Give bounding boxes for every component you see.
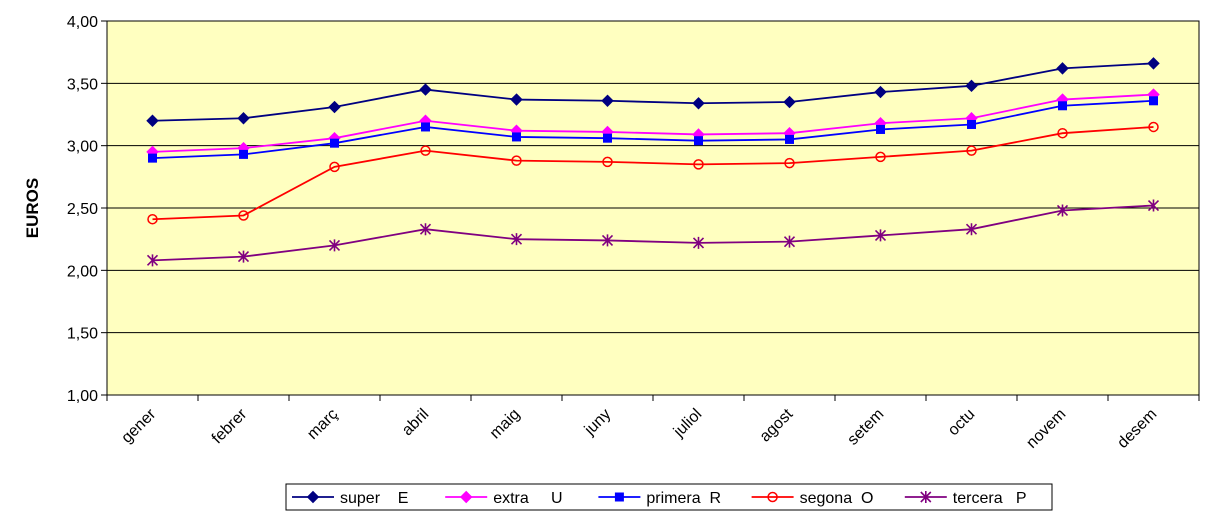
data-point — [784, 157, 795, 169]
data-point — [965, 223, 978, 236]
data-point — [148, 153, 157, 163]
legend-marker — [306, 490, 320, 504]
data-point — [511, 155, 522, 166]
data-point — [602, 156, 613, 168]
y-tick-label: 2,00 — [67, 263, 98, 280]
legend-marker — [614, 492, 624, 502]
data-point — [785, 134, 794, 144]
data-point — [419, 83, 432, 96]
data-point — [1148, 121, 1159, 133]
series-line — [152, 126, 1154, 221]
legend-marker — [459, 490, 473, 504]
x-tick-label: octu — [945, 406, 978, 439]
x-tick-label: març — [304, 406, 341, 443]
data-point — [329, 161, 340, 173]
series-0 — [146, 57, 1160, 127]
data-point — [692, 236, 705, 249]
x-tick-label: febrer — [209, 405, 251, 447]
data-point — [1149, 96, 1158, 106]
data-point — [146, 114, 159, 127]
data-point — [692, 97, 705, 110]
data-point — [147, 213, 158, 225]
data-point — [601, 234, 614, 247]
series-line — [152, 62, 1154, 122]
x-tick-label: juliol — [670, 406, 705, 441]
series-2 — [148, 96, 1158, 163]
data-point — [419, 223, 432, 236]
data-point — [1147, 57, 1160, 70]
x-tick-label: abril — [399, 406, 432, 439]
x-tick-label: agost — [757, 405, 797, 445]
data-point — [330, 138, 339, 148]
x-tick-label: juny — [581, 406, 614, 439]
legend-label: tercera P — [953, 490, 1027, 507]
x-tick-label: gener — [118, 405, 159, 446]
data-point — [1147, 199, 1160, 212]
data-point — [1056, 62, 1069, 75]
data-point — [875, 151, 886, 163]
data-point — [783, 95, 796, 109]
legend-label: super E — [340, 490, 408, 507]
series-layer — [146, 57, 1160, 267]
data-point — [510, 93, 523, 106]
y-axis-title: EUROS — [23, 178, 42, 238]
series-line — [152, 93, 1154, 153]
y-tick-label: 2,50 — [67, 201, 98, 218]
data-point — [238, 210, 249, 221]
data-point — [693, 159, 704, 170]
x-tick-label: novem — [1023, 406, 1069, 452]
legend-label: segona O — [800, 490, 874, 507]
data-point — [967, 119, 976, 129]
data-point — [512, 132, 521, 142]
data-point — [1057, 127, 1068, 139]
data-point — [965, 79, 978, 93]
series-line — [152, 99, 1154, 160]
data-point — [146, 254, 159, 267]
data-point — [876, 124, 885, 134]
legend-marker — [920, 491, 932, 503]
legend: super E extra U primera R segona O tercera P — [285, 483, 1053, 511]
data-point — [966, 145, 977, 156]
x-tick-label: desem — [1114, 406, 1160, 452]
legend-label: extra U — [493, 490, 562, 507]
series-3 — [147, 121, 1159, 225]
data-point — [239, 149, 248, 159]
x-tick-label: setem — [844, 406, 887, 449]
data-point — [328, 239, 341, 252]
y-tick-label: 3,50 — [67, 76, 98, 93]
data-point — [783, 235, 796, 248]
y-tick-label: 1,00 — [67, 388, 98, 405]
data-point — [601, 94, 614, 107]
data-point — [1058, 101, 1067, 111]
data-point — [510, 233, 523, 246]
y-tick-label: 1,50 — [67, 326, 98, 343]
data-point — [874, 229, 887, 242]
gridlines — [107, 82, 1199, 334]
data-point — [420, 145, 431, 156]
y-tick-label: 3,00 — [67, 139, 98, 156]
legend-label: primera R — [646, 490, 721, 507]
series-4 — [146, 199, 1160, 267]
series-line — [152, 204, 1154, 262]
x-tick-label: maig — [487, 406, 524, 443]
legend-marker — [767, 491, 778, 503]
data-point — [421, 122, 430, 132]
data-point — [237, 250, 250, 263]
data-point — [1056, 204, 1069, 217]
data-point — [694, 136, 703, 146]
y-tick-label: 4,00 — [67, 14, 98, 31]
data-point — [328, 100, 341, 114]
data-point — [603, 133, 612, 143]
data-point — [874, 85, 887, 99]
data-point — [237, 112, 250, 125]
